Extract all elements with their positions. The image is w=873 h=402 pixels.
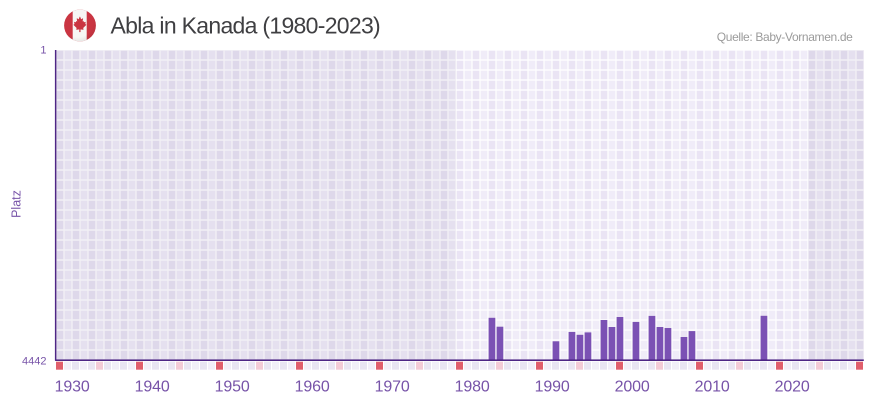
svg-text:1970: 1970 <box>375 378 410 395</box>
svg-text:2000: 2000 <box>615 378 650 395</box>
svg-text:2020: 2020 <box>775 378 810 395</box>
svg-text:Abla in Kanada (1980-2023): Abla in Kanada (1980-2023) <box>111 13 381 39</box>
svg-text:2010: 2010 <box>695 378 730 395</box>
svg-text:1980: 1980 <box>455 378 490 395</box>
svg-text:1990: 1990 <box>535 378 570 395</box>
svg-text:4442: 4442 <box>22 356 46 368</box>
svg-text:Quelle: Baby-Vornamen.de: Quelle: Baby-Vornamen.de <box>717 30 853 44</box>
svg-text:1940: 1940 <box>135 378 170 395</box>
svg-text:1930: 1930 <box>55 378 90 395</box>
svg-text:Platz: Platz <box>9 190 23 218</box>
svg-text:1960: 1960 <box>295 378 330 395</box>
svg-text:1: 1 <box>40 45 46 57</box>
svg-text:1950: 1950 <box>215 378 250 395</box>
